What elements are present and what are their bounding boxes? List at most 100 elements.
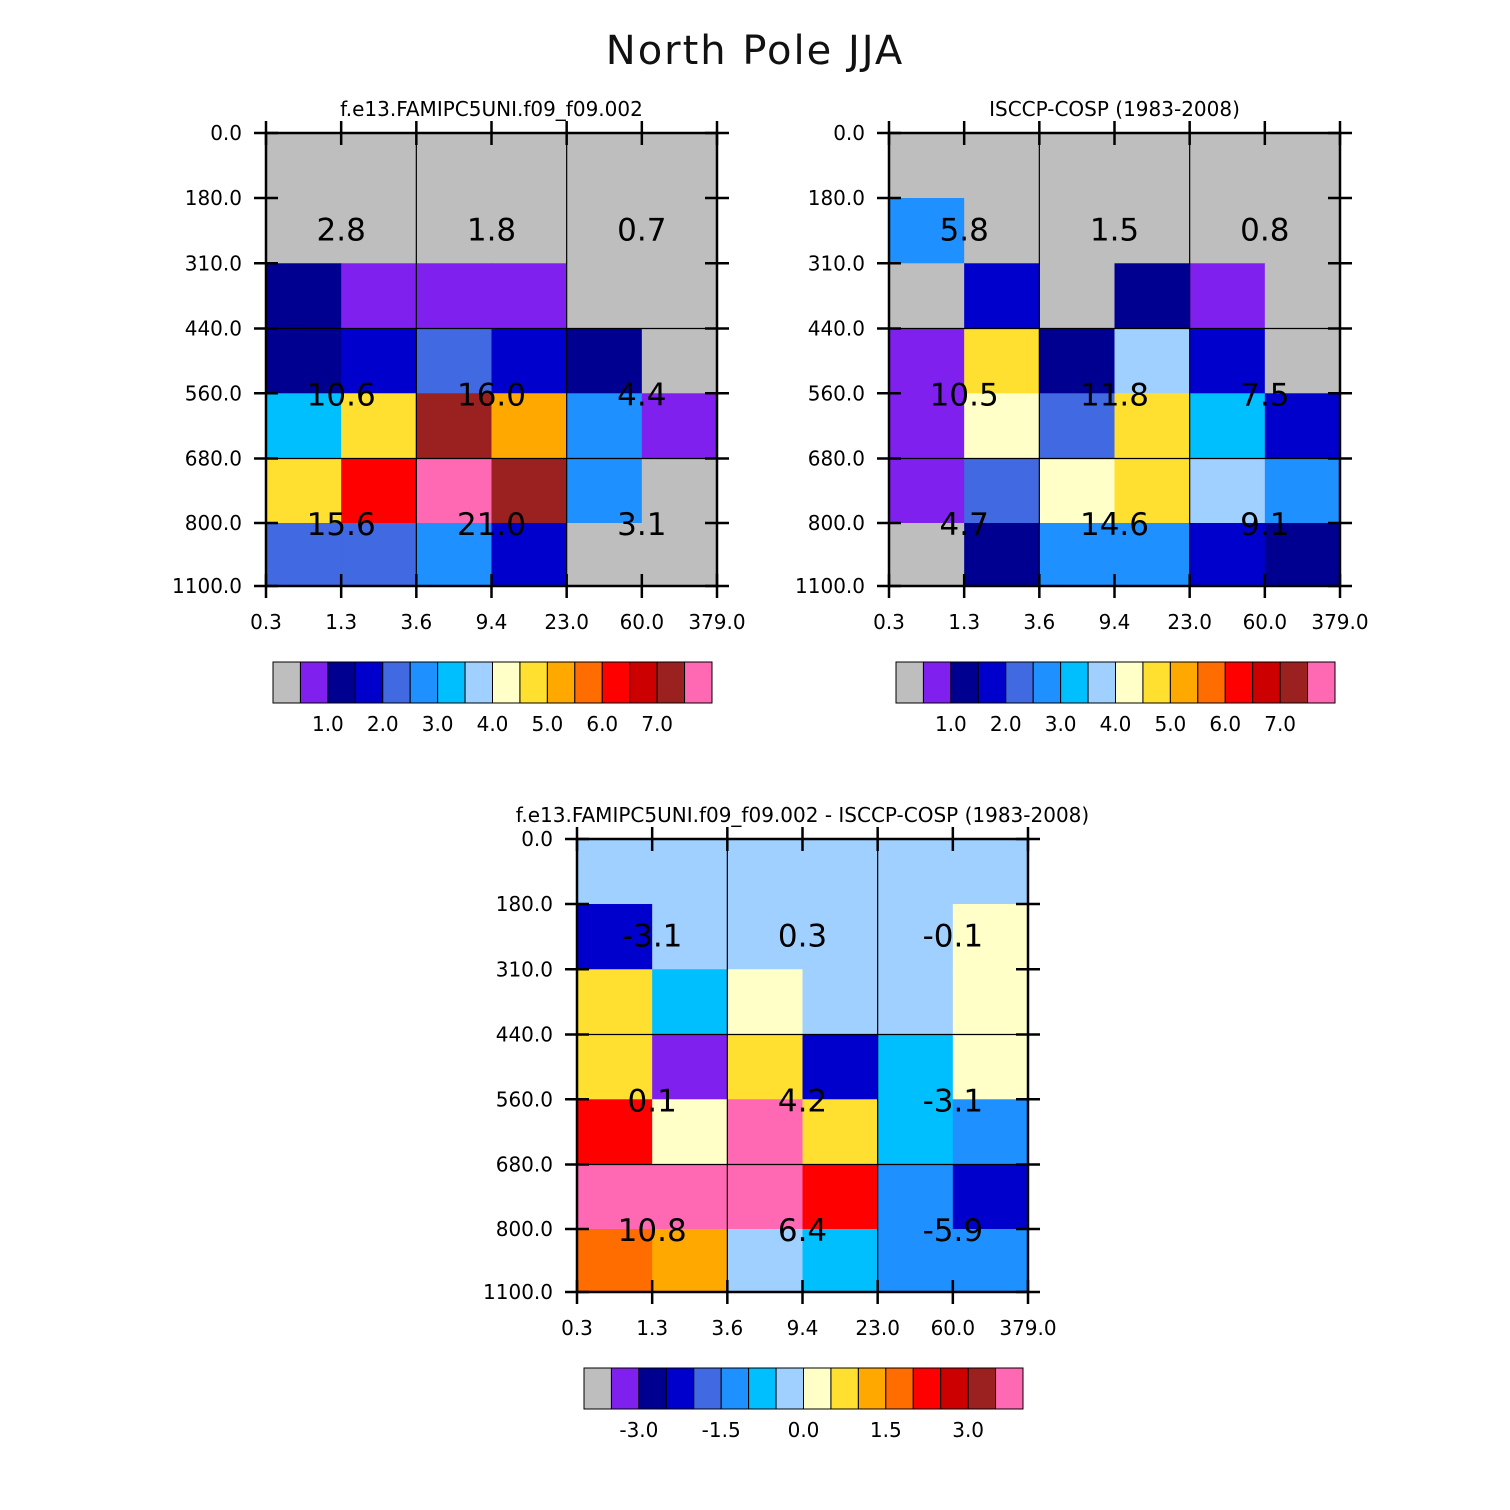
heatmap-cell <box>802 969 879 1036</box>
block-value: 10.5 <box>930 377 999 413</box>
colorbar-box <box>583 1367 612 1410</box>
heatmap-cell <box>416 393 493 460</box>
colorbar-box <box>1142 661 1171 704</box>
colorbar-box <box>1032 661 1062 704</box>
heatmap-cell <box>341 458 417 524</box>
colorbar-box <box>912 1367 942 1410</box>
y-tick-label: 800.0 <box>185 511 242 535</box>
colorbar-label: 5.0 <box>1154 712 1186 736</box>
colorbar-box <box>922 661 952 704</box>
heatmap-cell <box>877 1034 954 1100</box>
heatmap-cell <box>416 133 493 199</box>
x-tick-label: 3.6 <box>711 1316 743 1340</box>
heatmap-cell <box>341 522 417 587</box>
panel-title: f.e13.FAMIPC5UNI.f09_f09.002 <box>340 97 643 121</box>
panel-1: 0.0 180.0 310.0 440.0 560.0 680.0 800.0 1100.0 0… <box>172 97 746 736</box>
x-tick-label: 379.0 <box>999 1316 1056 1340</box>
heatmap-cell <box>802 1164 879 1230</box>
y-tick-label: 1100.0 <box>795 574 865 598</box>
heatmap-cell <box>1189 133 1266 199</box>
heatmap-cell <box>1114 328 1191 394</box>
heatmap-cell <box>416 328 493 394</box>
colorbar-label: 5.0 <box>531 712 563 736</box>
colorbar-box <box>748 1367 777 1410</box>
colorbar-box <box>830 1367 859 1410</box>
block-value: -3.1 <box>923 1083 984 1119</box>
colorbar-box <box>437 661 466 704</box>
colorbar-box <box>1115 661 1144 704</box>
heatmap-cell <box>952 1034 1029 1100</box>
y-tick-label: 680.0 <box>185 447 242 471</box>
block-grid <box>889 133 1340 586</box>
heatmap-cell <box>877 904 954 970</box>
heatmap-cell <box>964 198 1040 264</box>
y-tick-label: 0.0 <box>833 121 865 145</box>
x-tick-label: 3.6 <box>1023 610 1055 634</box>
x-tick-label: 23.0 <box>544 610 589 634</box>
colorbar-box <box>950 661 979 704</box>
heatmap-cell <box>802 904 879 970</box>
heatmap-cell <box>1039 328 1116 394</box>
x-tick-label: 0.3 <box>561 1316 593 1340</box>
x-tick-label: 60.0 <box>931 1316 976 1340</box>
heatmap-cell <box>802 1228 879 1293</box>
heatmap-cell <box>566 263 643 330</box>
colorbar-box <box>940 1367 969 1410</box>
heatmap-cell <box>577 969 653 1036</box>
heatmap-cell <box>341 263 417 330</box>
axis-ticks <box>254 121 729 598</box>
heatmap-cell <box>491 198 568 264</box>
heatmap-cell <box>877 969 954 1036</box>
colorbar-box <box>610 1367 640 1410</box>
colorbar: -3.0 -1.5 0.0 1.5 3.0 <box>583 1367 1024 1442</box>
y-tick-label: 680.0 <box>496 1153 553 1177</box>
heatmap-cell <box>1264 458 1341 524</box>
heatmap-cell <box>889 328 965 394</box>
y-tick-label: 440.0 <box>185 317 242 341</box>
block-value: 4.7 <box>940 507 989 543</box>
heatmap-cell <box>1264 198 1341 264</box>
heatmap-cell <box>727 904 804 970</box>
block-value: 14.6 <box>1080 507 1149 543</box>
block-value: 10.6 <box>307 377 376 413</box>
y-tick-label: 180.0 <box>808 186 865 210</box>
block-value: 16.0 <box>457 377 526 413</box>
heatmap-cell <box>952 904 1029 970</box>
heatmap-cell <box>952 839 1029 905</box>
x-tick-label: 1.3 <box>636 1316 668 1340</box>
heatmap-cell <box>952 1099 1029 1166</box>
heatmap-cell <box>641 393 718 460</box>
y-tick-label: 560.0 <box>185 381 242 405</box>
heatmap-cell <box>266 263 342 330</box>
heatmap-cell <box>566 458 643 524</box>
heatmap-cell <box>491 458 568 524</box>
heatmap-cell <box>877 839 954 905</box>
heatmap-cell <box>727 839 804 905</box>
heatmap-cell <box>889 522 965 587</box>
heatmap-cell <box>727 1099 804 1166</box>
heatmap-cell <box>652 1099 728 1166</box>
heatmap-cell <box>577 1228 653 1293</box>
y-tick-label: 0.0 <box>210 121 242 145</box>
heatmap-cell <box>727 1034 804 1100</box>
heatmap-cell <box>341 133 417 199</box>
block-value: 5.8 <box>940 213 989 249</box>
y-tick-label: 180.0 <box>496 892 553 916</box>
heatmap-cell <box>1114 263 1191 330</box>
block-value: 0.8 <box>1240 213 1289 249</box>
colorbar-box <box>656 661 686 704</box>
heatmap-cell <box>1189 328 1266 394</box>
heatmap-cell <box>1039 198 1116 264</box>
heatmap-cell <box>1039 393 1116 460</box>
heatmap-cell <box>577 1034 653 1100</box>
colorbar-label: 3.0 <box>1045 712 1077 736</box>
y-tick-label: 560.0 <box>496 1087 553 1111</box>
x-tick-label: 60.0 <box>1243 610 1288 634</box>
block-value: 21.0 <box>457 507 526 543</box>
heatmap-cell <box>1189 393 1266 460</box>
heatmap-cell <box>1114 458 1191 524</box>
heatmap-cell <box>802 1034 879 1100</box>
heatmap-cell <box>1264 522 1341 587</box>
block-value: 9.1 <box>1240 507 1289 543</box>
